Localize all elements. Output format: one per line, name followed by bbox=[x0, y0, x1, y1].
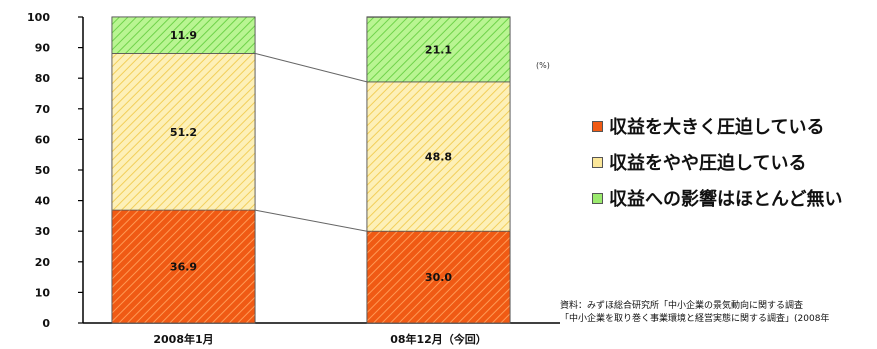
x-tick-label: 2008年1月 bbox=[153, 332, 213, 346]
data-label: 30.0 bbox=[425, 271, 452, 284]
source-note: 資料：みずほ総合研究所「中小企業の景気動向に関する調査 「中小企業を取り巻く事業… bbox=[560, 300, 877, 326]
legend-swatch-large bbox=[592, 120, 603, 132]
data-label: 36.9 bbox=[170, 261, 197, 274]
bar-segment bbox=[111, 53, 256, 211]
legend-label-large: 収益を大きく圧迫している bbox=[609, 117, 825, 138]
y-tick-label: 80 bbox=[35, 72, 51, 85]
bar-segment bbox=[366, 16, 511, 83]
y-tick-label: 0 bbox=[42, 317, 50, 330]
bar-segment bbox=[366, 230, 511, 324]
y-tick-label: 10 bbox=[35, 286, 51, 299]
legend-item-moderate: 収益をやや圧迫している bbox=[592, 144, 842, 180]
y-tick-label: 30 bbox=[35, 225, 51, 238]
y-tick-label: 90 bbox=[35, 42, 51, 55]
legend-item-large: 収益を大きく圧迫している bbox=[592, 108, 842, 144]
series-connector-line bbox=[254, 52, 368, 83]
legend-swatch-none bbox=[592, 192, 603, 204]
legend-label-none: 収益への影響はほとんど無い bbox=[609, 189, 843, 210]
source-line-2: 「中小企業を取り巻く事業環境と経営実態に関する調査」(2008年 bbox=[560, 314, 830, 324]
bar-segment bbox=[111, 209, 256, 324]
y-tick-label: 50 bbox=[35, 164, 51, 177]
x-tick-label: 08年12月（今回） bbox=[390, 332, 487, 346]
bar-segment bbox=[366, 81, 511, 232]
data-label: 21.1 bbox=[425, 44, 452, 57]
bar-segment bbox=[111, 16, 256, 54]
data-label: 11.9 bbox=[170, 29, 197, 42]
y-tick-label: 70 bbox=[35, 103, 51, 116]
y-tick-label: 100 bbox=[27, 11, 50, 24]
unit-label: (%) bbox=[536, 61, 550, 70]
data-label: 51.2 bbox=[170, 126, 197, 139]
legend: 収益を大きく圧迫している 収益をやや圧迫している 収益への影響はほとんど無い bbox=[592, 108, 842, 216]
series-connector-line bbox=[254, 209, 368, 232]
legend-label-moderate: 収益をやや圧迫している bbox=[609, 153, 807, 174]
y-tick-label: 60 bbox=[35, 133, 51, 146]
legend-item-none: 収益への影響はほとんど無い bbox=[592, 180, 842, 216]
y-tick-label: 40 bbox=[35, 195, 51, 208]
data-label: 48.8 bbox=[425, 151, 452, 164]
y-tick-label: 20 bbox=[35, 256, 51, 269]
source-line-1: 資料：みずほ総合研究所「中小企業の景気動向に関する調査 bbox=[560, 301, 804, 311]
legend-swatch-moderate bbox=[592, 156, 603, 168]
